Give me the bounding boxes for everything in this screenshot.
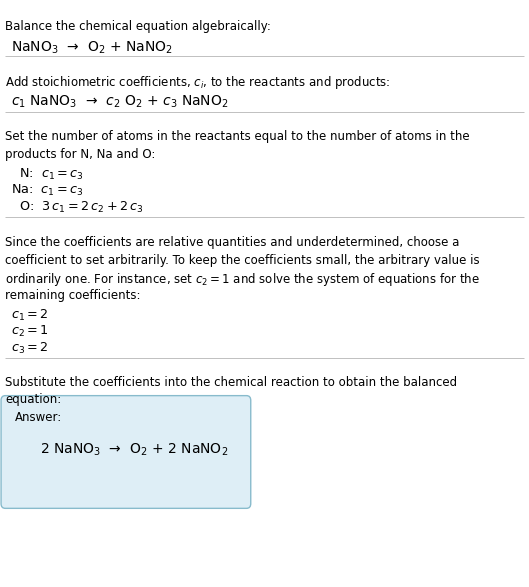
Text: Set the number of atoms in the reactants equal to the number of atoms in the: Set the number of atoms in the reactants…: [5, 130, 470, 143]
FancyBboxPatch shape: [1, 396, 251, 508]
Text: ordinarily one. For instance, set $c_2 = 1$ and solve the system of equations fo: ordinarily one. For instance, set $c_2 =…: [5, 271, 480, 288]
Text: products for N, Na and O:: products for N, Na and O:: [5, 148, 156, 161]
Text: Add stoichiometric coefficients, $c_i$, to the reactants and products:: Add stoichiometric coefficients, $c_i$, …: [5, 74, 391, 91]
Text: Balance the chemical equation algebraically:: Balance the chemical equation algebraica…: [5, 20, 271, 33]
Text: NaNO$_3$  →  O$_2$ + NaNO$_2$: NaNO$_3$ → O$_2$ + NaNO$_2$: [11, 40, 172, 56]
Text: $c_2 = 1$: $c_2 = 1$: [11, 324, 48, 339]
Text: Since the coefficients are relative quantities and underdetermined, choose a: Since the coefficients are relative quan…: [5, 236, 460, 249]
Text: N:  $c_1 = c_3$: N: $c_1 = c_3$: [11, 167, 84, 182]
Text: 2 NaNO$_3$  →  O$_2$ + 2 NaNO$_2$: 2 NaNO$_3$ → O$_2$ + 2 NaNO$_2$: [40, 441, 228, 458]
Text: equation:: equation:: [5, 393, 61, 406]
Text: $c_3 = 2$: $c_3 = 2$: [11, 340, 48, 356]
Text: Substitute the coefficients into the chemical reaction to obtain the balanced: Substitute the coefficients into the che…: [5, 376, 458, 389]
Text: coefficient to set arbitrarily. To keep the coefficients small, the arbitrary va: coefficient to set arbitrarily. To keep …: [5, 254, 480, 266]
Text: Answer:: Answer:: [15, 411, 62, 424]
Text: $c_1$ NaNO$_3$  →  $c_2$ O$_2$ + $c_3$ NaNO$_2$: $c_1$ NaNO$_3$ → $c_2$ O$_2$ + $c_3$ NaN…: [11, 94, 228, 110]
Text: remaining coefficients:: remaining coefficients:: [5, 289, 141, 302]
Text: O:  $3\,c_1 = 2\,c_2 + 2\,c_3$: O: $3\,c_1 = 2\,c_2 + 2\,c_3$: [11, 200, 143, 215]
Text: $c_1 = 2$: $c_1 = 2$: [11, 308, 48, 323]
Text: Na:  $c_1 = c_3$: Na: $c_1 = c_3$: [11, 183, 83, 198]
